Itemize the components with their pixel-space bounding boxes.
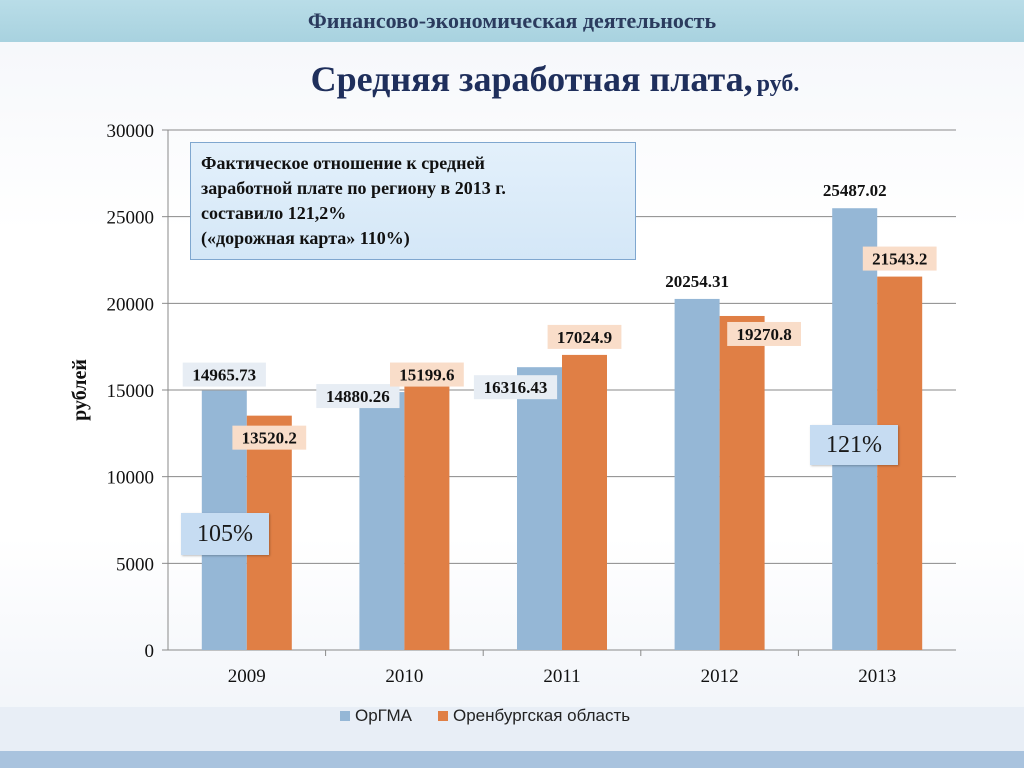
data-label-bg xyxy=(232,425,307,450)
callout-line: заработной плате по региону в 2013 г. xyxy=(201,178,506,198)
y-axis-title: рублей xyxy=(69,359,91,421)
data-label-bg xyxy=(727,321,801,346)
data-label: 13520.2 xyxy=(242,429,297,448)
data-label-bg xyxy=(316,384,400,409)
data-label-bg xyxy=(862,246,937,271)
data-label: 14880.26 xyxy=(326,387,390,406)
header-bar: Финансово-экономическая деятельность xyxy=(0,0,1024,42)
data-label: 19270.8 xyxy=(736,325,791,344)
badge-2009: 105% xyxy=(181,513,269,555)
legend-band xyxy=(0,707,1024,751)
legend-swatch-region xyxy=(438,711,448,721)
legend: ОрГМА Оренбургская область xyxy=(340,705,656,727)
legend-label-orgma: ОрГМА xyxy=(355,706,412,725)
badge-2013: 121% xyxy=(810,425,898,465)
data-label-bg xyxy=(182,362,266,387)
page-title-unit: руб. xyxy=(756,71,800,97)
data-label-bg xyxy=(390,362,464,387)
legend-swatch-orgma xyxy=(340,711,350,721)
y-tick-label: 25000 xyxy=(107,208,155,229)
data-label: 17024.9 xyxy=(557,328,612,347)
callout-line: составило 121,2% xyxy=(201,203,347,223)
bottom-bar xyxy=(0,751,1024,768)
data-label-bg xyxy=(473,375,558,400)
bar-orgma xyxy=(517,367,562,650)
bar-orgma xyxy=(674,298,720,650)
legend-item-orgma: ОрГМА xyxy=(340,706,412,726)
callout-line: («дорожная карта» 110%) xyxy=(201,228,410,248)
data-label: 25487.02 xyxy=(823,181,887,200)
data-label-bg xyxy=(547,324,622,349)
page-title: Средняя заработная плата, руб. xyxy=(0,58,1024,100)
y-tick-label: 10000 xyxy=(107,468,155,489)
data-label: 14965.73 xyxy=(192,366,256,385)
data-label: 21543.2 xyxy=(872,250,927,269)
y-tick-label: 30000 xyxy=(107,121,155,142)
page-title-main: Средняя заработная плата, xyxy=(310,59,753,99)
legend-label-region: Оренбургская область xyxy=(453,706,631,725)
header-title: Финансово-экономическая деятельность xyxy=(307,8,717,33)
ratio-callout: Фактическое отношение к средней заработн… xyxy=(190,142,636,260)
callout-line: Фактическое отношение к средней xyxy=(201,153,485,173)
bar-region xyxy=(404,386,450,650)
bar-region xyxy=(719,315,765,650)
bar-orgma xyxy=(359,392,405,650)
data-label: 20254.31 xyxy=(665,272,729,291)
data-label: 15199.6 xyxy=(399,366,454,385)
y-tick-label: 0 xyxy=(145,641,155,662)
legend-item-region: Оренбургская область xyxy=(438,706,630,726)
y-tick-label: 15000 xyxy=(107,381,155,402)
y-tick-label: 20000 xyxy=(107,294,155,315)
x-tick-label: 2009 xyxy=(228,666,266,687)
y-tick-label: 5000 xyxy=(116,554,154,575)
data-label: 16316.43 xyxy=(484,378,548,397)
x-tick-label: 2012 xyxy=(701,666,739,687)
x-tick-label: 2010 xyxy=(385,666,423,687)
x-tick-label: 2013 xyxy=(858,666,896,687)
x-tick-label: 2011 xyxy=(543,666,580,687)
bar-region xyxy=(562,354,607,650)
